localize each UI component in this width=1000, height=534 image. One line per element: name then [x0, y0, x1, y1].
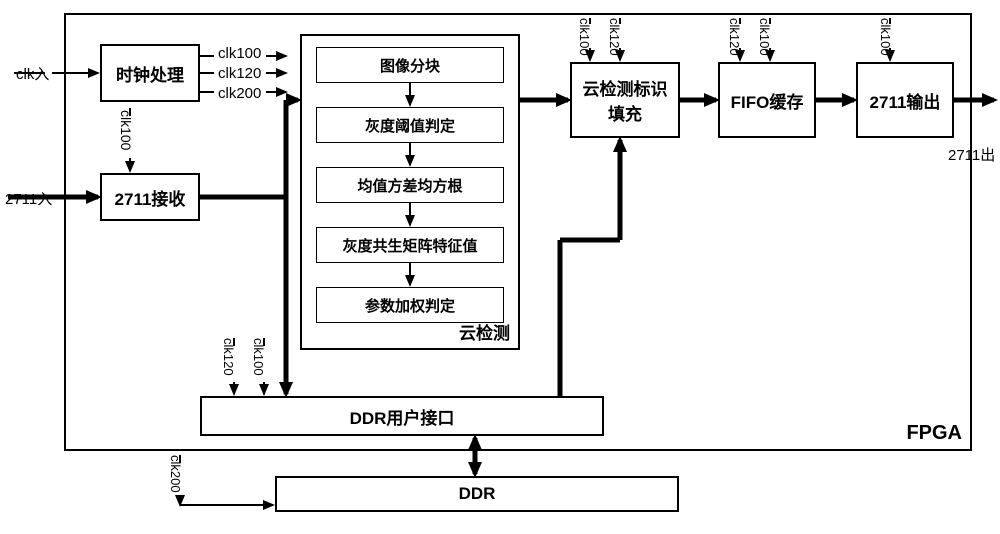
- clock-processing-label: 时钟处理: [116, 61, 184, 86]
- ddr-block: DDR: [275, 476, 679, 512]
- cloud-fill-label: 云检测标识 填充: [583, 75, 668, 125]
- clk100-label-ddrif: clk100: [251, 338, 266, 376]
- out-2711-label-ext: 2711出: [948, 144, 995, 165]
- recv-2711-label: 2711接收: [115, 185, 186, 210]
- step-meanvar-block: 均值方差均方根: [316, 167, 504, 203]
- step-b4-label: 灰度共生矩阵特征值: [342, 235, 477, 256]
- ddr-user-if-block: DDR用户接口: [200, 396, 604, 436]
- step-b1-label: 图像分块: [380, 55, 440, 76]
- clk100-label-recv: clk100: [118, 110, 134, 150]
- clk100-label-fill: clk100: [577, 18, 592, 56]
- fifo-label: FIFO缓存: [731, 88, 804, 113]
- clock-processing-block: 时钟处理: [100, 44, 200, 102]
- clk100-label-fifo: clk100: [757, 18, 772, 56]
- step-b3-label: 均值方差均方根: [357, 175, 462, 196]
- step-weighted-block: 参数加权判定: [316, 287, 504, 323]
- step-image-block: 图像分块: [316, 47, 504, 83]
- clk200-label-a: clk200: [218, 85, 261, 102]
- step-glcm-block: 灰度共生矩阵特征值: [316, 227, 504, 263]
- clk120-label-ddrif: clk120: [221, 338, 236, 376]
- clk120-label-a: clk120: [218, 65, 261, 82]
- step-b2-label: 灰度阈值判定: [365, 115, 455, 136]
- clk100-label-a: clk100: [218, 45, 261, 62]
- recv-2711-block: 2711接收: [100, 173, 200, 221]
- clk120-label-fifo: clk120: [727, 18, 742, 56]
- step-threshold-block: 灰度阈值判定: [316, 107, 504, 143]
- clk120-label-fill: clk120: [607, 18, 622, 56]
- ddr-label: DDR: [459, 484, 496, 504]
- out-2711-label: 2711输出: [870, 88, 941, 113]
- out-2711-block: 2711输出: [856, 62, 954, 138]
- ddr-user-if-label: DDR用户接口: [350, 404, 455, 429]
- clk200-label-ddr: clk200: [168, 455, 183, 493]
- fifo-block: FIFO缓存: [718, 62, 816, 138]
- fpga-label: FPGA: [906, 422, 962, 445]
- clk-in-label: clk入: [16, 63, 49, 84]
- clk100-label-out: clk100: [878, 18, 893, 56]
- in-2711-label: 2711入: [5, 188, 52, 209]
- step-b5-label: 参数加权判定: [365, 295, 455, 316]
- cloud-fill-block: 云检测标识 填充: [570, 62, 680, 138]
